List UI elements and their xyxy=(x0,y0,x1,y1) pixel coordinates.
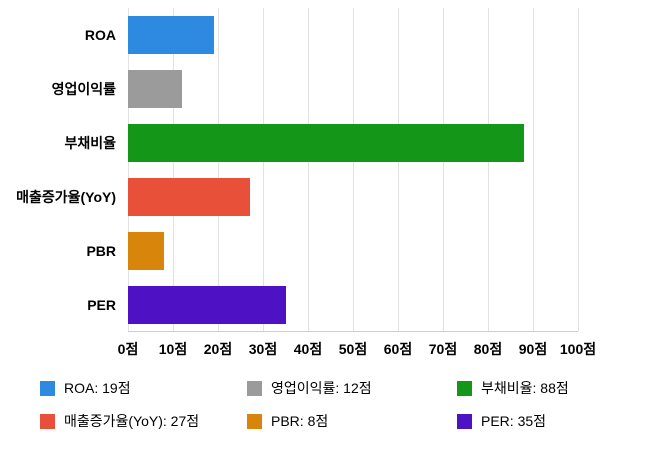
legend-item: PBR: 8점 xyxy=(247,411,457,431)
legend-swatch xyxy=(457,380,472,396)
legend-item: 영업이익률: 12점 xyxy=(247,378,457,398)
bar-track xyxy=(128,70,578,108)
chart-row: ROA xyxy=(0,8,650,62)
x-tick-label: 100점 xyxy=(559,341,597,357)
category-label: 영업이익률 xyxy=(51,81,116,97)
legend-swatch xyxy=(247,380,262,396)
category-label: PBR xyxy=(86,243,116,259)
legend-swatch xyxy=(40,413,55,429)
category-label: ROA xyxy=(84,27,116,43)
legend-label: 부채비율: 88점 xyxy=(481,380,569,396)
legend-label: PBR: 8점 xyxy=(271,413,329,429)
gridline xyxy=(353,8,354,331)
bar-track xyxy=(128,178,578,216)
gridline xyxy=(263,8,264,331)
grid-layer xyxy=(128,8,579,332)
legend-item: PER: 35점 xyxy=(457,411,630,431)
category-label: PER xyxy=(87,297,116,313)
x-axis: 0점 10점 20점 30점 40점 50점 60점 70점 80점 90점 100점 xyxy=(118,332,596,362)
x-tick-label: 30점 xyxy=(248,341,278,357)
bar-track xyxy=(128,124,578,162)
x-tick-label: 40점 xyxy=(293,341,323,357)
legend-label: 매출증가율(YoY): 27점 xyxy=(64,413,200,429)
bar-track xyxy=(128,286,578,324)
legend-label: ROA: 19점 xyxy=(64,380,131,396)
chart-row: PER xyxy=(0,278,650,332)
gridline xyxy=(488,8,489,331)
gridline xyxy=(128,8,129,331)
gridline xyxy=(218,8,219,331)
bar xyxy=(128,232,164,270)
chart-row: 부채비율 xyxy=(0,116,650,170)
x-tick-label: 20점 xyxy=(203,341,233,357)
gridline xyxy=(578,8,579,331)
legend-swatch xyxy=(247,413,262,429)
gridline xyxy=(533,8,534,331)
bar xyxy=(128,124,524,162)
bar xyxy=(128,16,214,54)
gridline xyxy=(443,8,444,331)
legend-label: PER: 35점 xyxy=(481,413,547,429)
bar-track xyxy=(128,16,578,54)
legend-item: 부채비율: 88점 xyxy=(457,378,630,398)
x-tick-label: 10점 xyxy=(158,341,188,357)
x-tick-label: 70점 xyxy=(428,341,458,357)
chart-row: PBR xyxy=(0,224,650,278)
x-tick-label: 90점 xyxy=(518,341,548,357)
legend-item: ROA: 19점 xyxy=(40,378,247,398)
x-tick-label: 50점 xyxy=(338,341,368,357)
bar xyxy=(128,70,182,108)
bar-track xyxy=(128,232,578,270)
chart-row: 매출증가율(YoY) xyxy=(0,170,650,224)
x-tick-label: 0점 xyxy=(117,341,139,357)
bar xyxy=(128,178,250,216)
legend-item: 매출증가율(YoY): 27점 xyxy=(40,411,247,431)
x-tick-label: 80점 xyxy=(473,341,503,357)
gridline xyxy=(173,8,174,331)
legend-swatch xyxy=(457,413,472,429)
x-tick-label: 60점 xyxy=(383,341,413,357)
category-label: 매출증가율(YoY) xyxy=(16,189,116,205)
category-label: 부채비율 xyxy=(64,135,116,151)
gridline xyxy=(308,8,309,331)
bar xyxy=(128,286,286,324)
chart-row: 영업이익률 xyxy=(0,62,650,116)
legend-label: 영업이익률: 12점 xyxy=(271,380,372,396)
gridline xyxy=(398,8,399,331)
legend-swatch xyxy=(40,380,55,396)
